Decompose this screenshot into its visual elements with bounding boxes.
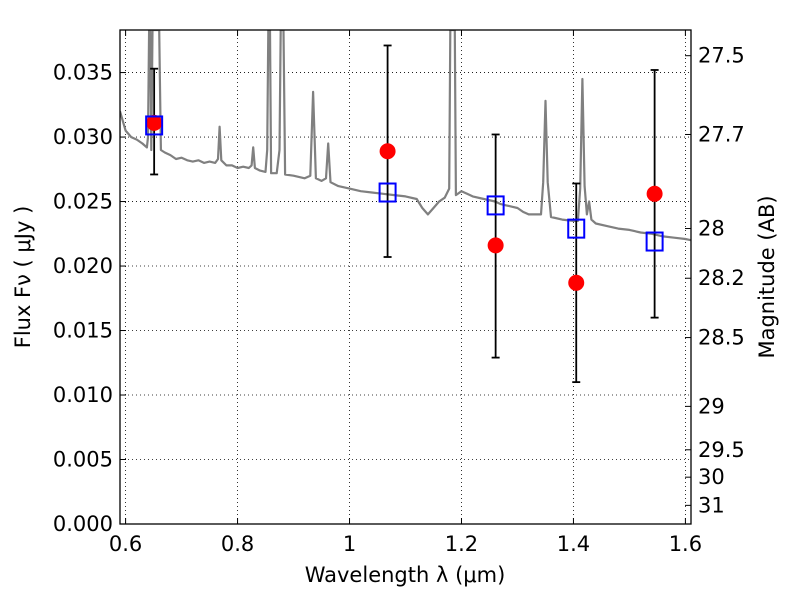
y2-axis-label: Magnitude (AB) [755,195,779,358]
observed-point [568,274,585,291]
y-tick-label: 0.015 [53,319,113,343]
y-tick-label: 0.000 [53,512,113,536]
model-phot-point [145,115,164,136]
y-tick-label: 0.020 [53,254,113,278]
x-axis-ticks: 0.6 0.8 1 1.2 1.4 1.6 [109,30,702,556]
x-tick-label: 0.6 [109,532,142,556]
plot-frame [119,29,692,525]
model-phot-point [645,231,664,252]
y2-tick-label: 30 [698,465,725,489]
y-tick-label: 0.005 [53,448,113,472]
y2-tick-label: 31 [698,493,725,517]
x-tick-label: 1.2 [445,532,478,556]
model-phot-point [378,182,397,203]
y2-tick-label: 29.5 [698,438,745,462]
y2-tick-label: 28.5 [698,326,745,350]
grid-lines [120,30,691,524]
model-phot-point [567,218,586,239]
y2-tick-label: 27.7 [698,122,745,146]
x-tick-label: 1 [343,532,356,556]
x-tick-label: 1.4 [557,532,590,556]
x-tick-label: 0.8 [221,532,254,556]
y2-tick-label: 29 [698,394,725,418]
y2-tick-label: 27.5 [698,44,745,68]
y-axis-ticks: 0.000 0.005 0.010 0.015 0.020 0.025 0.030 0.035 [53,61,126,536]
y2-axis-ticks: 27.5 27.7 28 28.2 28.5 29 29.5 30 31 [685,44,745,517]
model-phot-point [486,195,505,216]
observed-point [646,185,663,202]
observed-point [146,114,163,131]
x-axis-label: Wavelength λ (μm) [305,563,506,587]
x-tick-label: 1.6 [669,532,702,556]
y-tick-label: 0.030 [53,125,113,149]
y-tick-label: 0.010 [53,383,113,407]
model-spectrum [120,30,691,242]
y2-tick-label: 28 [698,217,725,241]
y-axis-label: Flux Fν ( μJy ) [11,206,35,349]
spectrum-line [120,30,691,242]
observed-point [487,237,504,254]
y-tick-label: 0.035 [53,61,113,85]
observed-point [379,143,396,160]
model-photometry-points [145,115,664,252]
observed-points [146,114,663,291]
y-tick-label: 0.025 [53,190,113,214]
y2-tick-label: 28.2 [698,266,745,290]
